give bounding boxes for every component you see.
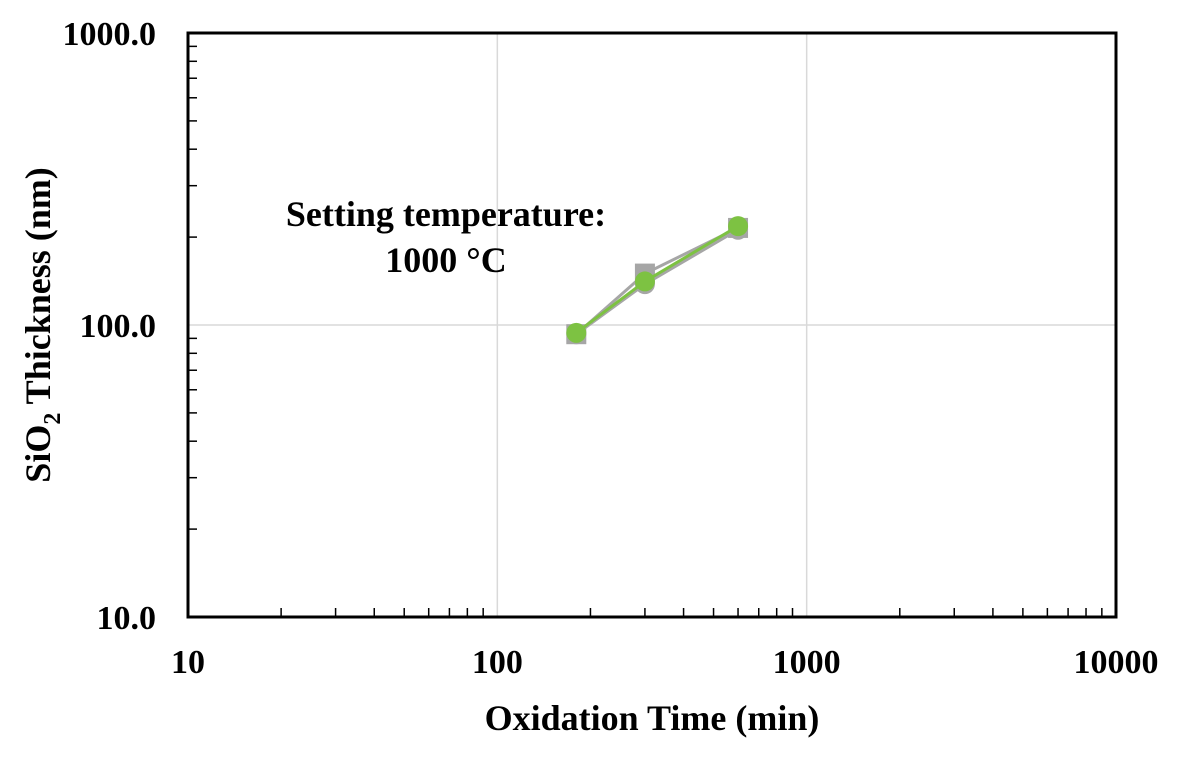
y-axis-title-subscript: 2 [40, 413, 66, 425]
plot-area-frame [186, 31, 1118, 619]
minor-ticks [188, 45, 1103, 617]
series-line [575, 228, 739, 336]
x-tick-label: 100 [472, 644, 523, 681]
y-axis-title: SiO2 Thickness (nm) [18, 167, 66, 482]
annotation-line-1: Setting temperature: [286, 194, 606, 234]
x-tick-labels: 10 100 1000 10000 [171, 644, 1159, 681]
x-tick-label: 10 [171, 644, 205, 681]
x-tick-label: 10000 [1074, 644, 1159, 681]
series-group [566, 216, 749, 345]
grid-lines [188, 33, 1116, 617]
y-axis-title-main: SiO [18, 425, 58, 483]
data-point-marker [728, 216, 749, 237]
x-axis-title: Oxidation Time (min) [485, 698, 820, 738]
data-point-marker [566, 322, 587, 343]
y-axis-title-rest: Thickness (nm) [18, 167, 58, 412]
y-tick-label: 1000.0 [63, 16, 157, 53]
y-tick-label: 10.0 [97, 600, 157, 637]
annotation-line-2: 1000 °C [385, 240, 506, 280]
y-tick-label: 100.0 [80, 308, 157, 345]
data-point-marker [634, 271, 655, 292]
y-tick-labels: 10.0 100.0 1000.0 [63, 16, 157, 637]
x-tick-label: 1000 [773, 644, 841, 681]
